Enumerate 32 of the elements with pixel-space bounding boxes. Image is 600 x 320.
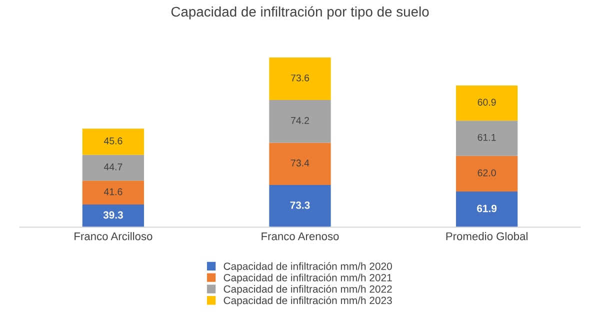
data-label: 73.4 [291,160,310,166]
x-tick-label: Franco Arcilloso [74,232,152,240]
bar [269,142,331,185]
bar [456,86,518,121]
legend-label: Capacidad de infiltración mm/h 2023 [224,296,392,306]
bar [269,100,331,143]
data-label: 62.0 [478,169,496,176]
chart-title: Capacidad de infiltración por tipo de suelo [171,6,429,20]
x-tick-label: Promedio Global [446,232,528,240]
bar [456,156,518,192]
data-label: 73.6 [291,74,310,82]
bar [269,184,331,228]
data-label: 61.9 [477,204,497,212]
data-label: 41.6 [104,188,122,196]
data-label: 61.1 [478,134,496,141]
bar [82,154,144,181]
legend-label: Capacidad de infiltración mm/h 2021 [224,274,392,284]
data-label: 45.6 [104,137,122,144]
data-label: 60.9 [478,98,496,106]
data-label: 39.3 [103,211,123,219]
data-label: 74.2 [291,117,309,124]
bar [456,192,518,228]
bar [82,180,144,205]
data-label: 44.7 [104,164,122,170]
legend-label: Capacidad de infiltración mm/h 2020 [224,262,392,272]
x-tick-label: Franco Arenoso [262,232,339,240]
data-label: 73.3 [290,202,310,209]
legend-label: Capacidad de infiltración mm/h 2022 [224,284,392,295]
bar [82,128,144,155]
bar [82,204,144,228]
bar [456,120,518,156]
bar [269,58,331,100]
